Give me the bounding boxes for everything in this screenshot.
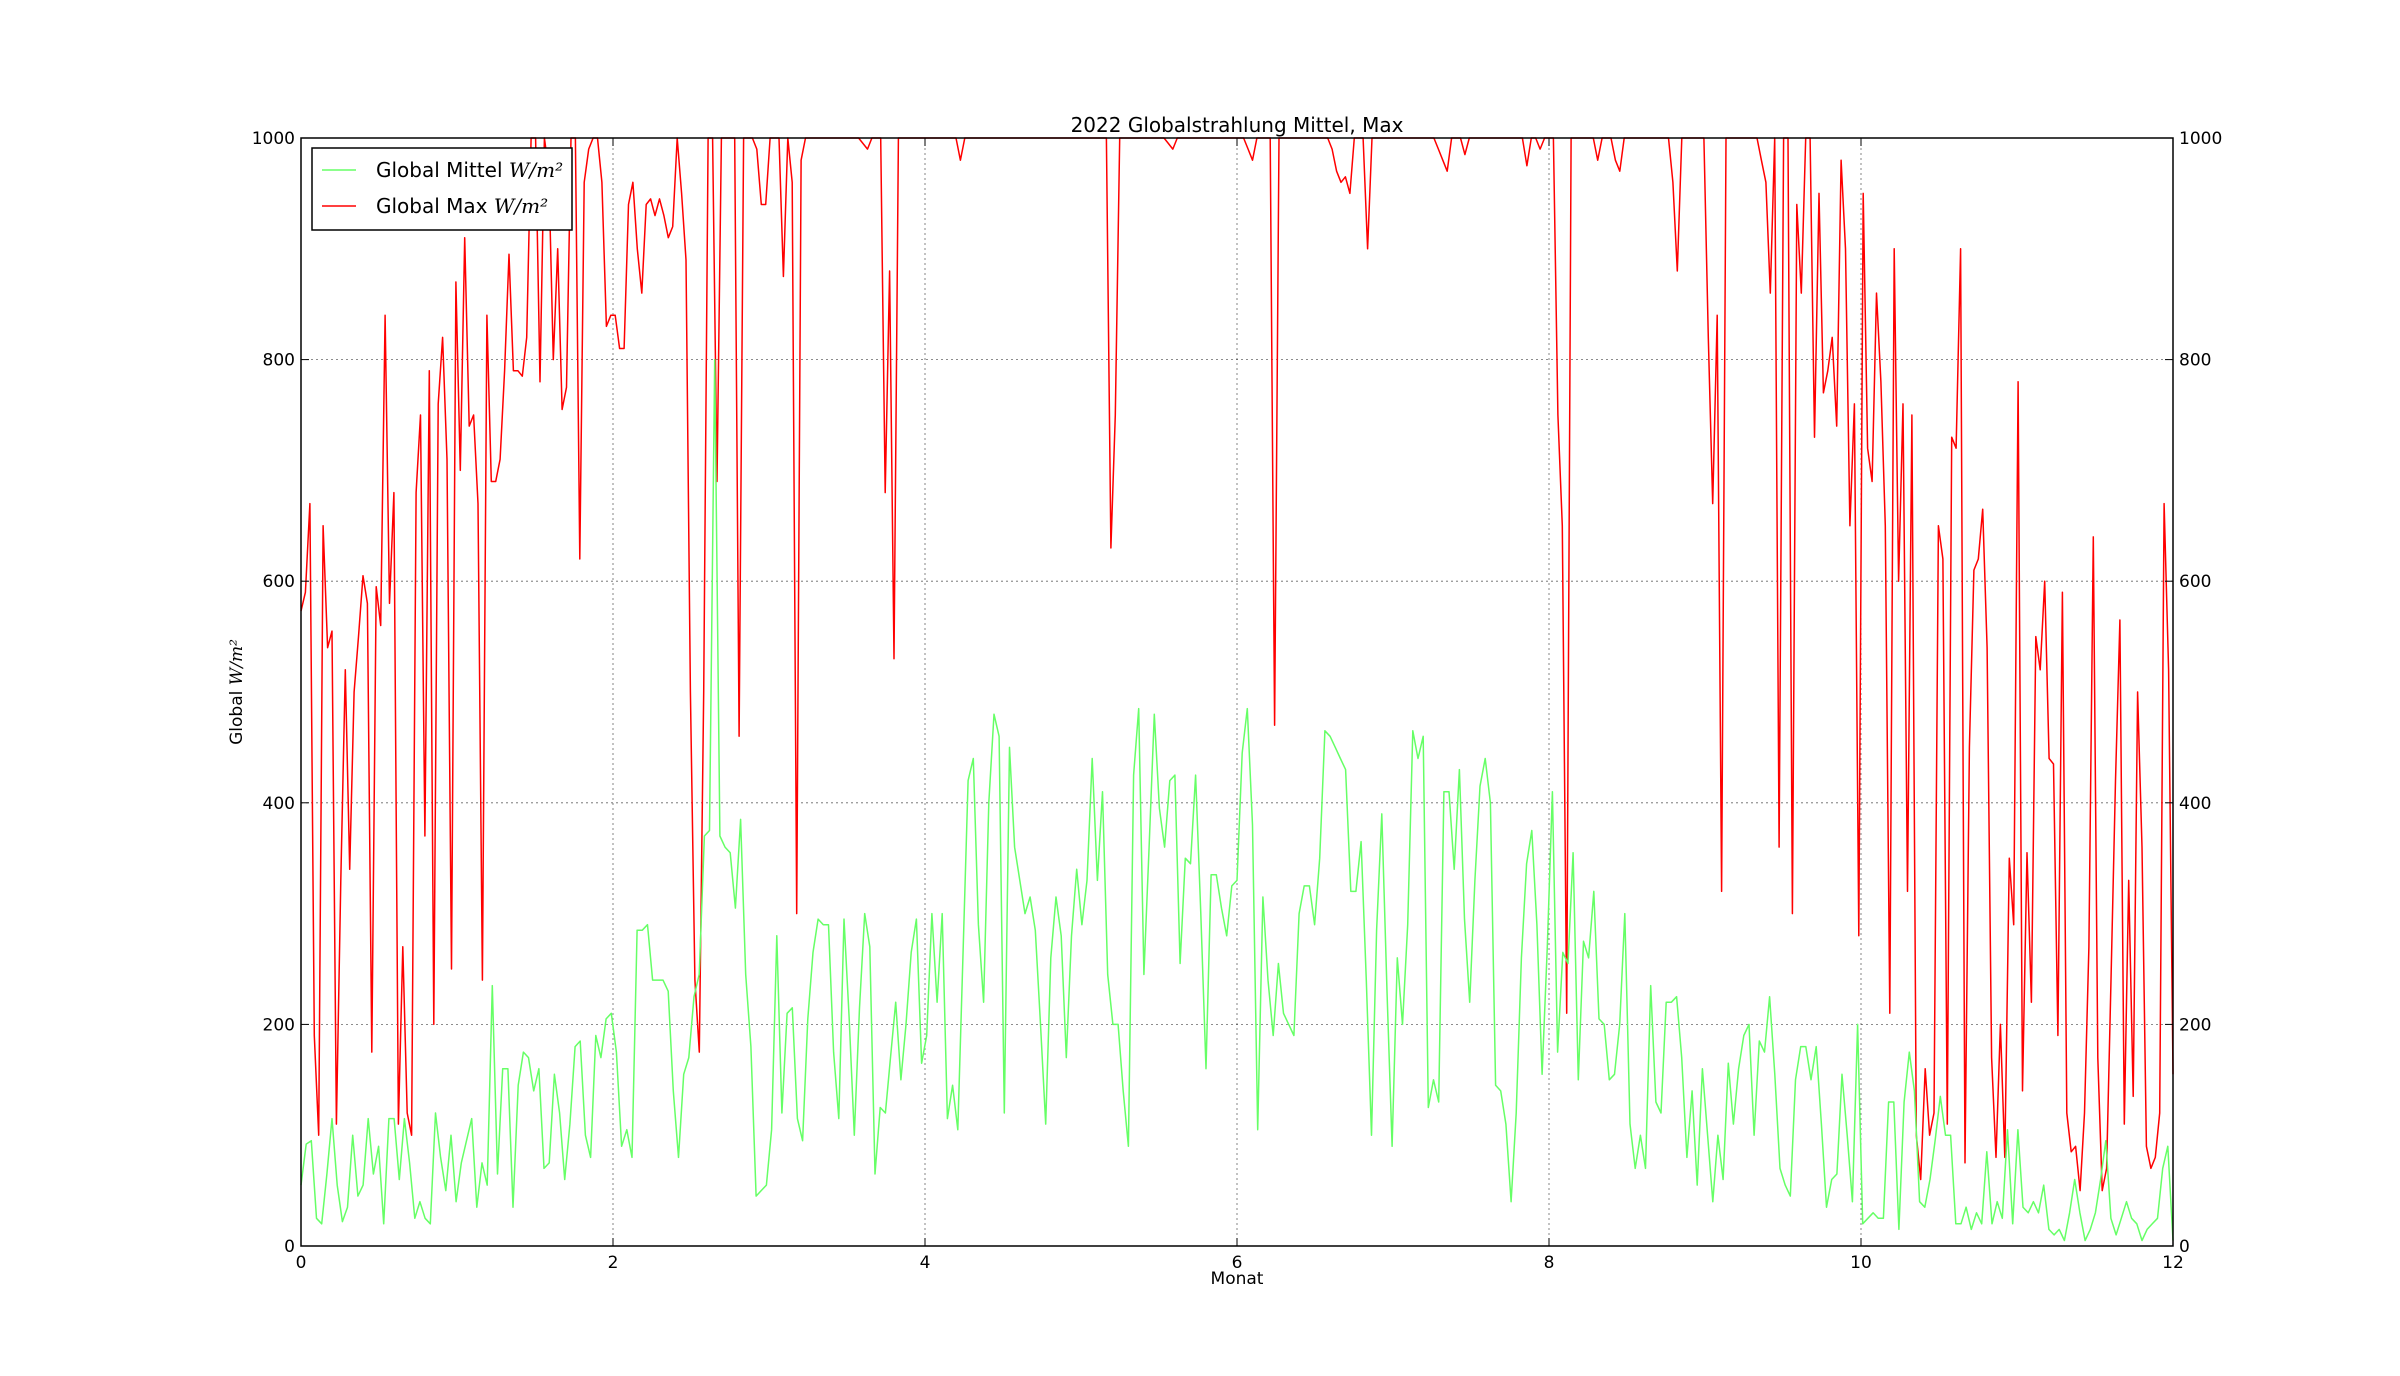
y-tick-label-right-800: 800	[2179, 351, 2211, 371]
y-tick-label-right-600: 600	[2179, 572, 2211, 592]
legend: Global Mittel W/m² Global Max W/m²	[311, 147, 573, 231]
y-tick-label-left-800: 800	[263, 351, 295, 371]
legend-series-name-global-mittel: Global Mittel	[376, 158, 503, 182]
x-tick-label-6: 6	[1232, 1253, 1243, 1273]
x-tick-label-8: 8	[1544, 1253, 1555, 1273]
y-tick-label-left-0: 0	[284, 1237, 295, 1257]
y-tick-label-left-200: 200	[263, 1015, 295, 1035]
y-tick-label-left-1000: 1000	[252, 129, 295, 149]
y-tick-label-left-400: 400	[263, 794, 295, 814]
x-tick-label-12: 12	[2162, 1253, 2184, 1273]
y-tick-label-right-400: 400	[2179, 794, 2211, 814]
x-tick-label-10: 10	[1850, 1253, 1872, 1273]
x-axis-label: Monat	[1211, 1269, 1264, 1289]
chart-title: 2022 Globalstrahlung Mittel, Max	[1071, 113, 1404, 137]
y-tick-label-left-600: 600	[263, 572, 295, 592]
x-tick-label-2: 2	[608, 1253, 619, 1273]
legend-label-global-max: Global Max W/m²	[376, 194, 548, 218]
y-tick-label-right-1000: 1000	[2179, 129, 2222, 149]
y-axis-label: Global W/m²	[227, 639, 247, 745]
y-tick-label-right-0: 0	[2179, 1237, 2190, 1257]
x-tick-label-0: 0	[296, 1253, 307, 1273]
legend-unit-global-max: W/m²	[494, 194, 548, 218]
y-axis-label-prefix: Global	[227, 691, 247, 745]
legend-label-global-mittel: Global Mittel W/m²	[376, 158, 563, 182]
legend-series-name-global-max: Global Max	[376, 194, 488, 218]
legend-box	[311, 147, 573, 231]
y-tick-label-right-200: 200	[2179, 1015, 2211, 1035]
x-tick-label-4: 4	[920, 1253, 931, 1273]
legend-unit-global-mittel: W/m²	[509, 158, 563, 182]
series-line-global-mittel	[300, 358, 2174, 1242]
y-axis-label-unit: W/m²	[227, 639, 247, 685]
